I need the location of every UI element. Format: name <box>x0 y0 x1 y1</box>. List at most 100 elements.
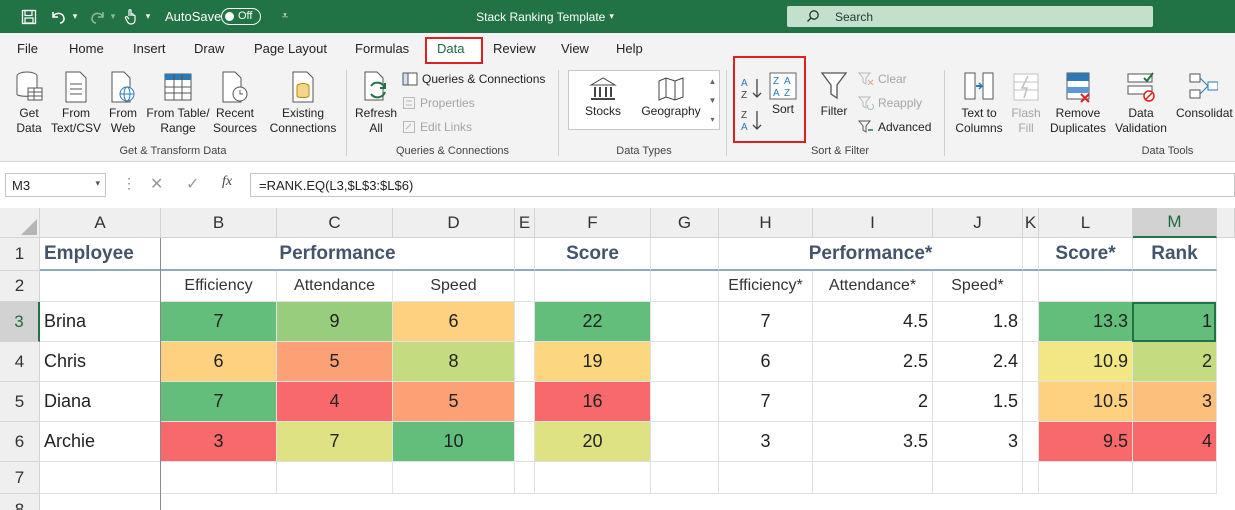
attendance-cell[interactable]: 4 <box>277 382 393 422</box>
cell-f2[interactable] <box>535 271 651 302</box>
employee-name[interactable]: Chris <box>40 342 161 382</box>
column-header-f[interactable]: F <box>535 208 651 238</box>
cell-e4[interactable] <box>515 342 535 382</box>
tab-home[interactable]: Home <box>69 41 104 56</box>
edit-links-button[interactable]: Edit Links <box>402 120 472 134</box>
data-types-scroll[interactable]: ▲ ▼ ▾ <box>708 77 717 124</box>
speed-star-cell[interactable]: 1.5 <box>933 382 1023 422</box>
cell-g4[interactable] <box>651 342 719 382</box>
cell-b7[interactable] <box>161 462 277 494</box>
header-employee[interactable]: Employee <box>40 238 161 271</box>
cell-d7[interactable] <box>393 462 515 494</box>
header-speed[interactable]: Speed <box>393 271 515 302</box>
cell-e7[interactable] <box>515 462 535 494</box>
customize-qat-icon[interactable]: ⩡ <box>281 10 289 22</box>
cell-l2[interactable] <box>1039 271 1133 302</box>
column-header-d[interactable]: D <box>393 208 515 238</box>
rank-cell[interactable]: 3 <box>1133 382 1217 422</box>
cell-k2[interactable] <box>1023 271 1039 302</box>
tab-data[interactable]: Data <box>437 41 465 56</box>
save-icon[interactable] <box>18 0 40 33</box>
refresh-all-button[interactable]: Refresh All <box>352 70 400 136</box>
score-cell[interactable]: 16 <box>535 382 651 422</box>
qat-dropdown-icon[interactable]: ▾ <box>145 11 151 21</box>
column-header-e[interactable]: E <box>515 208 535 238</box>
header-efficiency[interactable]: Efficiency <box>161 271 277 302</box>
employee-name[interactable]: Brina <box>40 302 161 342</box>
insert-function-icon[interactable]: fx <box>222 174 233 189</box>
advanced-filter-button[interactable]: Advanced <box>858 120 931 134</box>
get-data-button[interactable]: Get Data <box>8 70 50 136</box>
cell-h7[interactable] <box>719 462 813 494</box>
efficiency-star-cell[interactable]: 7 <box>719 382 813 422</box>
redo-dropdown-icon[interactable]: ▾ <box>110 11 116 21</box>
header-score[interactable]: Score <box>535 238 651 271</box>
column-header-a[interactable]: A <box>40 208 161 238</box>
cell-m2[interactable] <box>1133 271 1217 302</box>
name-box[interactable]: M3 ▾ <box>5 173 106 197</box>
cell-a2[interactable] <box>40 271 161 302</box>
column-header-g[interactable]: G <box>651 208 719 238</box>
column-header-i[interactable]: I <box>813 208 933 238</box>
cell-g1[interactable] <box>651 238 719 271</box>
score-cell[interactable]: 20 <box>535 422 651 462</box>
column-header-c[interactable]: C <box>277 208 393 238</box>
geography-button[interactable]: Geography <box>638 76 704 119</box>
undo-icon[interactable] <box>48 0 68 33</box>
row-header-6[interactable]: 6 <box>0 422 40 462</box>
filter-button[interactable]: Filter <box>814 70 854 119</box>
cell-k4[interactable] <box>1023 342 1039 382</box>
row-header-1[interactable]: 1 <box>0 238 40 271</box>
tab-help[interactable]: Help <box>616 41 643 56</box>
autosave-toggle[interactable]: Off <box>221 8 261 25</box>
attendance-cell[interactable]: 9 <box>277 302 393 342</box>
stocks-button[interactable]: Stocks <box>578 76 628 119</box>
speed-cell[interactable]: 5 <box>393 382 515 422</box>
speed-star-cell[interactable]: 1.8 <box>933 302 1023 342</box>
header-rank[interactable]: Rank <box>1133 238 1217 271</box>
attendance-star-cell[interactable]: 3.5 <box>813 422 933 462</box>
flash-fill-button[interactable]: Flash Fill <box>1008 70 1044 136</box>
header-efficiency-star[interactable]: Efficiency* <box>719 271 813 302</box>
header-score-star[interactable]: Score* <box>1039 238 1133 271</box>
tab-draw[interactable]: Draw <box>194 41 225 56</box>
score-star-cell[interactable]: 10.9 <box>1039 342 1133 382</box>
cell-j7[interactable] <box>933 462 1023 494</box>
column-header-m[interactable]: M <box>1133 208 1217 238</box>
speed-cell[interactable]: 6 <box>393 302 515 342</box>
cell-m7[interactable] <box>1133 462 1217 494</box>
efficiency-cell[interactable]: 3 <box>161 422 277 462</box>
tab-review[interactable]: Review <box>493 41 536 56</box>
cell-k1[interactable] <box>1023 238 1039 271</box>
cell-e6[interactable] <box>515 422 535 462</box>
attendance-star-cell[interactable]: 2 <box>813 382 933 422</box>
cell-i7[interactable] <box>813 462 933 494</box>
cell-k5[interactable] <box>1023 382 1039 422</box>
header-performance[interactable]: Performance <box>161 238 515 271</box>
employee-name[interactable]: Archie <box>40 422 161 462</box>
speed-cell[interactable]: 8 <box>393 342 515 382</box>
row-header-3[interactable]: 3 <box>0 302 40 342</box>
cell-k6[interactable] <box>1023 422 1039 462</box>
reapply-button[interactable]: Reapply <box>858 96 922 110</box>
attendance-star-cell[interactable]: 2.5 <box>813 342 933 382</box>
cell-a7[interactable] <box>40 462 161 494</box>
efficiency-star-cell[interactable]: 7 <box>719 302 813 342</box>
efficiency-cell[interactable]: 7 <box>161 382 277 422</box>
existing-connections-button[interactable]: Existing Connections <box>266 70 340 136</box>
row-header-5[interactable]: 5 <box>0 382 40 422</box>
header-performance-star[interactable]: Performance* <box>719 238 1023 271</box>
attendance-cell[interactable]: 7 <box>277 422 393 462</box>
column-header-b[interactable]: B <box>161 208 277 238</box>
row-header-7[interactable]: 7 <box>0 462 40 494</box>
properties-button[interactable]: Properties <box>402 96 475 110</box>
cell-k7[interactable] <box>1023 462 1039 494</box>
efficiency-cell[interactable]: 7 <box>161 302 277 342</box>
tab-view[interactable]: View <box>561 41 589 56</box>
row-header-8[interactable]: 8 <box>0 494 40 510</box>
cell-e2[interactable] <box>515 271 535 302</box>
cell-e3[interactable] <box>515 302 535 342</box>
cell-g7[interactable] <box>651 462 719 494</box>
